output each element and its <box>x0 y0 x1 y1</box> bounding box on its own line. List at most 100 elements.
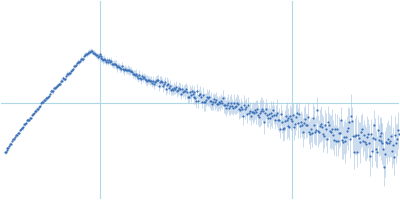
Point <box>135 76 141 79</box>
Point <box>330 133 336 137</box>
Point <box>208 99 214 102</box>
Point <box>174 88 181 92</box>
Point <box>7 143 14 146</box>
Point <box>316 130 322 134</box>
Point <box>344 129 350 132</box>
Point <box>86 50 92 54</box>
Point <box>390 144 396 147</box>
Point <box>266 113 272 116</box>
Point <box>174 90 180 93</box>
Point <box>334 127 340 131</box>
Point <box>297 125 304 128</box>
Point <box>229 105 235 108</box>
Point <box>354 134 361 137</box>
Point <box>358 128 365 131</box>
Point <box>8 142 15 145</box>
Point <box>320 132 326 136</box>
Point <box>313 129 319 132</box>
Point <box>272 119 278 122</box>
Point <box>396 133 400 136</box>
Point <box>352 133 359 137</box>
Point <box>289 120 296 123</box>
Point <box>145 78 151 81</box>
Point <box>302 118 308 121</box>
Point <box>94 55 101 58</box>
Point <box>62 77 68 80</box>
Point <box>235 102 241 105</box>
Point <box>160 85 166 88</box>
Point <box>116 65 122 68</box>
Point <box>270 109 276 112</box>
Point <box>298 120 304 123</box>
Point <box>350 135 356 138</box>
Point <box>307 132 314 136</box>
Point <box>385 137 392 140</box>
Point <box>18 127 24 131</box>
Point <box>256 112 263 115</box>
Point <box>256 116 262 119</box>
Point <box>110 63 116 66</box>
Point <box>132 73 138 76</box>
Point <box>133 72 139 75</box>
Point <box>206 96 212 99</box>
Point <box>192 96 199 99</box>
Point <box>322 124 328 127</box>
Point <box>349 119 355 122</box>
Point <box>129 70 135 74</box>
Point <box>10 138 17 141</box>
Point <box>215 102 222 106</box>
Point <box>151 83 157 86</box>
Point <box>69 68 75 71</box>
Point <box>292 123 299 126</box>
Point <box>108 59 114 62</box>
Point <box>360 134 367 137</box>
Point <box>187 93 194 96</box>
Point <box>136 74 142 77</box>
Point <box>276 127 283 131</box>
Point <box>305 116 312 119</box>
Point <box>391 156 398 159</box>
Point <box>148 79 154 82</box>
Point <box>170 86 177 90</box>
Point <box>143 78 149 82</box>
Point <box>72 63 79 67</box>
Point <box>230 106 236 110</box>
Point <box>102 58 109 61</box>
Point <box>379 142 386 145</box>
Point <box>394 138 400 141</box>
Point <box>205 97 212 100</box>
Point <box>258 107 265 110</box>
Point <box>264 116 271 119</box>
Point <box>260 109 266 112</box>
Point <box>1 151 8 154</box>
Point <box>31 112 38 115</box>
Point <box>103 61 110 64</box>
Point <box>202 101 208 104</box>
Point <box>115 64 122 68</box>
Point <box>164 83 170 87</box>
Point <box>42 98 48 101</box>
Point <box>272 113 279 116</box>
Point <box>16 131 22 134</box>
Point <box>74 61 80 64</box>
Point <box>91 52 98 55</box>
Point <box>188 90 195 93</box>
Point <box>172 87 178 90</box>
Point <box>381 166 388 169</box>
Point <box>376 134 383 137</box>
Point <box>198 95 205 98</box>
Point <box>17 128 24 132</box>
Point <box>39 100 45 104</box>
Point <box>303 124 310 127</box>
Point <box>288 117 295 120</box>
Point <box>70 64 77 68</box>
Point <box>290 113 297 117</box>
Point <box>325 121 331 124</box>
Point <box>86 50 93 53</box>
Point <box>51 86 57 90</box>
Point <box>343 136 349 139</box>
Point <box>126 69 132 72</box>
Point <box>149 82 155 85</box>
Point <box>70 68 76 71</box>
Point <box>278 120 285 123</box>
